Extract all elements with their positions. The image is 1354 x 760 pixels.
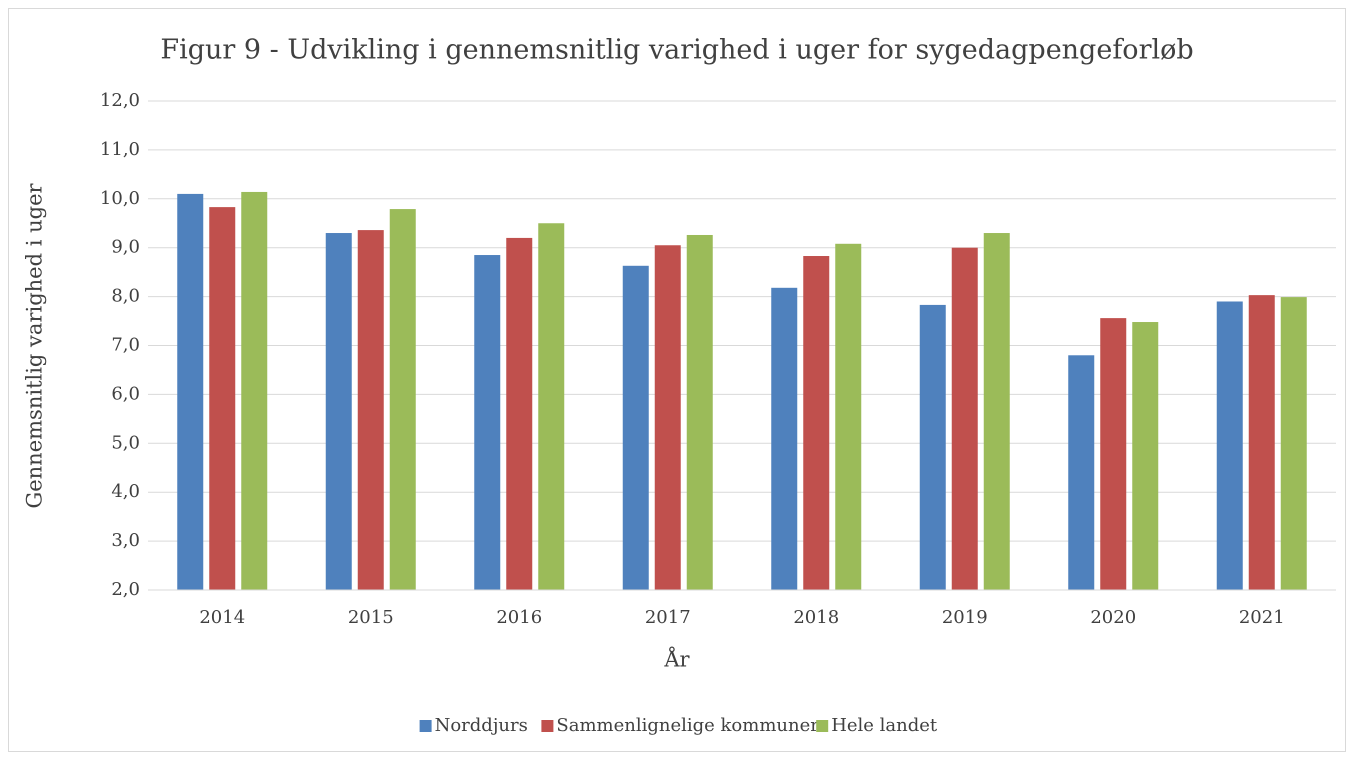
bar [1216, 301, 1243, 590]
x-tick-label: 2017 [645, 607, 691, 628]
bar [1132, 322, 1159, 590]
bar [209, 207, 236, 590]
x-tick-label: 2020 [1090, 607, 1136, 628]
y-tick-label: 7,0 [111, 335, 140, 356]
bar [389, 209, 416, 590]
y-tick-label: 8,0 [111, 286, 140, 307]
bar [622, 265, 649, 590]
bar [538, 223, 565, 590]
y-axis-label: Gennemsnitlig varighed i uger [23, 183, 47, 509]
bar [506, 237, 533, 591]
x-tick-label: 2021 [1239, 607, 1285, 628]
bar [1280, 297, 1307, 590]
bar [177, 193, 204, 590]
x-axis-label: År [663, 647, 690, 672]
y-tick-label: 2,0 [111, 579, 140, 600]
bar [1068, 355, 1095, 590]
legend-label: Norddjurs [435, 715, 528, 736]
bar [919, 304, 946, 590]
bar [835, 243, 862, 590]
bar [771, 287, 798, 590]
y-tick-label: 4,0 [111, 481, 140, 502]
y-tick-label: 10,0 [100, 188, 140, 209]
bar [686, 234, 713, 590]
y-tick-label: 3,0 [111, 530, 140, 551]
bar [474, 255, 501, 590]
bar [983, 233, 1010, 590]
legend-label: Sammenlignelige kommuner [556, 715, 819, 736]
bar [357, 230, 384, 590]
y-tick-label: 11,0 [100, 139, 140, 160]
y-tick-label: 9,0 [111, 237, 140, 258]
legend-label: Hele landet [831, 715, 938, 736]
bar [803, 256, 830, 590]
bar [1100, 318, 1127, 590]
y-tick-label: 5,0 [111, 432, 140, 453]
x-tick-label: 2014 [199, 607, 245, 628]
bar [1248, 295, 1275, 590]
bar [241, 191, 268, 591]
bar [325, 233, 352, 590]
bar [654, 245, 681, 590]
x-tick-label: 2015 [348, 607, 394, 628]
legend-swatch [419, 720, 432, 732]
x-tick-label: 2018 [793, 607, 839, 628]
x-tick-label: 2019 [942, 607, 988, 628]
legend-swatch [541, 720, 554, 732]
bar [951, 247, 978, 590]
y-tick-label: 6,0 [111, 383, 140, 404]
legend-swatch [816, 720, 829, 732]
y-tick-label: 12,0 [100, 90, 140, 111]
chart-title: Figur 9 - Udvikling i gennemsnitlig vari… [160, 35, 1193, 66]
x-tick-label: 2016 [496, 607, 542, 628]
